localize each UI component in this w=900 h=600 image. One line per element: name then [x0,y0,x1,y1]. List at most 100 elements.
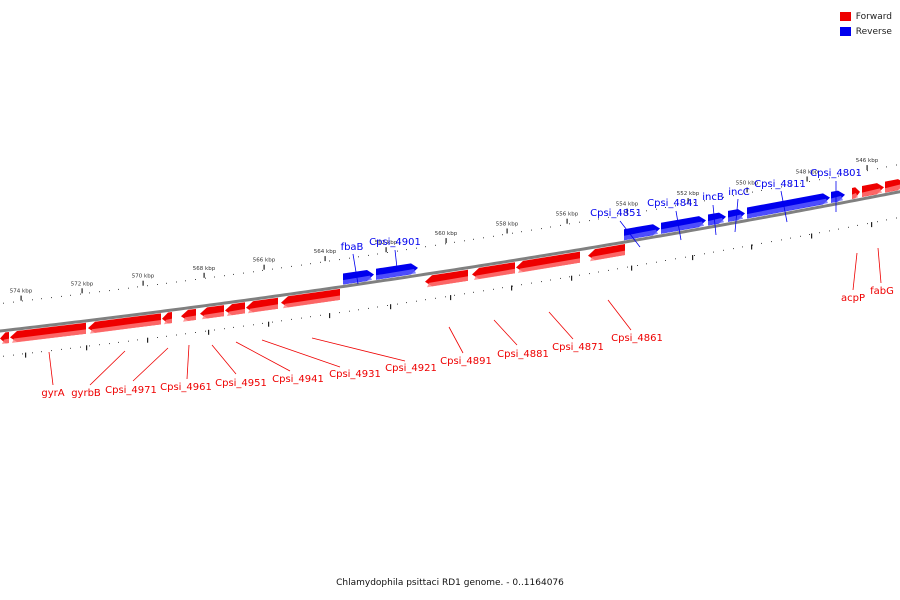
leader-line [852,252,858,291]
major-tick-lower [147,337,149,343]
minor-tick-upper [41,298,42,300]
minor-tick-upper [128,287,129,289]
gene-arrow-forward-1 [10,322,86,343]
gene-label-Cpsi_4861: Cpsi_4861 [611,333,663,344]
genome-backbone [0,190,900,333]
gene-label-incC: incC [728,187,750,198]
leader-line [675,210,682,241]
leader-line [394,249,398,269]
minor-tick-lower [809,234,810,235]
minor-tick-lower [627,266,628,268]
minor-tick-upper [877,168,878,170]
minor-tick-lower [22,353,23,355]
minor-tick-lower [608,269,609,271]
gene-arrow-shade [474,268,515,280]
minor-tick-upper [281,267,282,269]
gene-label-Cpsi_4941: Cpsi_4941 [272,374,324,385]
minor-tick-upper [387,252,388,253]
minor-tick-lower [464,293,465,295]
gene-arrow-acpP [852,187,860,199]
minor-tick-lower [483,290,484,292]
gene-arrow-shade [12,329,86,343]
minor-tick-lower [742,246,743,248]
minor-tick-upper [819,179,820,181]
minor-tick-upper [800,182,801,184]
minor-tick-lower [377,306,378,308]
gene-label-Cpsi_4961: Cpsi_4961 [160,382,212,393]
gene-arrow-shade [283,295,340,309]
minor-tick-lower [41,351,42,353]
minor-tick-lower [291,318,292,320]
gene-label-Cpsi_4951: Cpsi_4951 [215,378,267,389]
minor-tick-upper [406,249,407,251]
minor-tick-lower [70,347,71,349]
minor-tick-lower [214,329,215,331]
gene-label-Cpsi_4891: Cpsi_4891 [440,356,492,367]
minor-tick-upper [310,263,311,265]
leader-line [186,344,190,380]
minor-tick-upper [464,240,465,242]
major-tick-upper [263,264,265,270]
gene-label-incB: incB [702,192,724,203]
minor-tick-upper [109,290,110,292]
major-tick-upper [566,218,568,224]
minor-tick-upper [358,256,359,258]
minor-tick-upper [781,186,782,188]
minor-tick-upper [483,237,484,239]
minor-tick-upper [713,198,714,200]
gene-arrow-shade [831,195,843,203]
gene-arrow-shade [862,188,882,197]
minor-tick-lower [51,350,52,352]
minor-tick-lower [617,268,618,270]
major-tick-lower [871,222,873,228]
minor-tick-lower [281,320,282,322]
leader-line [89,350,126,386]
minor-tick-lower [761,242,762,244]
tick-label: 546 kbp [856,158,879,164]
major-tick-lower [751,244,753,250]
major-tick-upper [324,256,326,262]
leader-line [619,220,641,248]
major-tick-upper [506,228,508,234]
minor-tick-lower [713,251,714,253]
gene-arrow-Cpsi_4841 [661,216,706,234]
minor-tick-upper [569,223,570,225]
minor-tick-lower [368,307,369,309]
gene-label-gyrA: gyrA [41,388,64,399]
major-tick-lower [86,345,88,351]
minor-tick-upper [704,200,705,202]
minor-tick-lower [195,332,196,333]
minor-tick-upper [13,301,14,303]
leader-line [211,344,237,375]
major-tick-upper [445,238,447,244]
tick-label: 550 kbp [736,181,759,187]
minor-tick-upper [723,196,724,198]
minor-tick-dots [3,164,897,357]
minor-tick-upper [752,191,753,193]
major-tick-upper [626,208,628,214]
minor-tick-upper [416,247,417,249]
minor-tick-upper [473,238,474,240]
minor-tick-upper [694,202,695,203]
minor-tick-lower [598,271,599,273]
tick-label: 558 kbp [496,222,519,228]
minor-tick-upper [61,295,62,297]
gene-arrow-shade [183,315,196,322]
gene-arrow-forward-0 [0,332,9,344]
minor-tick-upper [214,276,215,278]
minor-tick-lower [502,287,503,289]
minor-tick-lower [425,299,426,301]
tick-label: 556 kbp [556,212,579,218]
minor-tick-upper [521,231,522,233]
minor-tick-upper [656,208,657,210]
tick-label: 574 kbp [10,289,33,295]
minor-tick-upper [137,286,138,288]
minor-tick-upper [185,280,186,282]
legend-item-forward: Forward [839,9,892,24]
minor-tick-upper [89,292,90,294]
minor-tick-upper [51,297,52,299]
leader-line [877,247,882,284]
tick-label: 552 kbp [677,191,700,197]
major-tick-lower [25,352,27,358]
